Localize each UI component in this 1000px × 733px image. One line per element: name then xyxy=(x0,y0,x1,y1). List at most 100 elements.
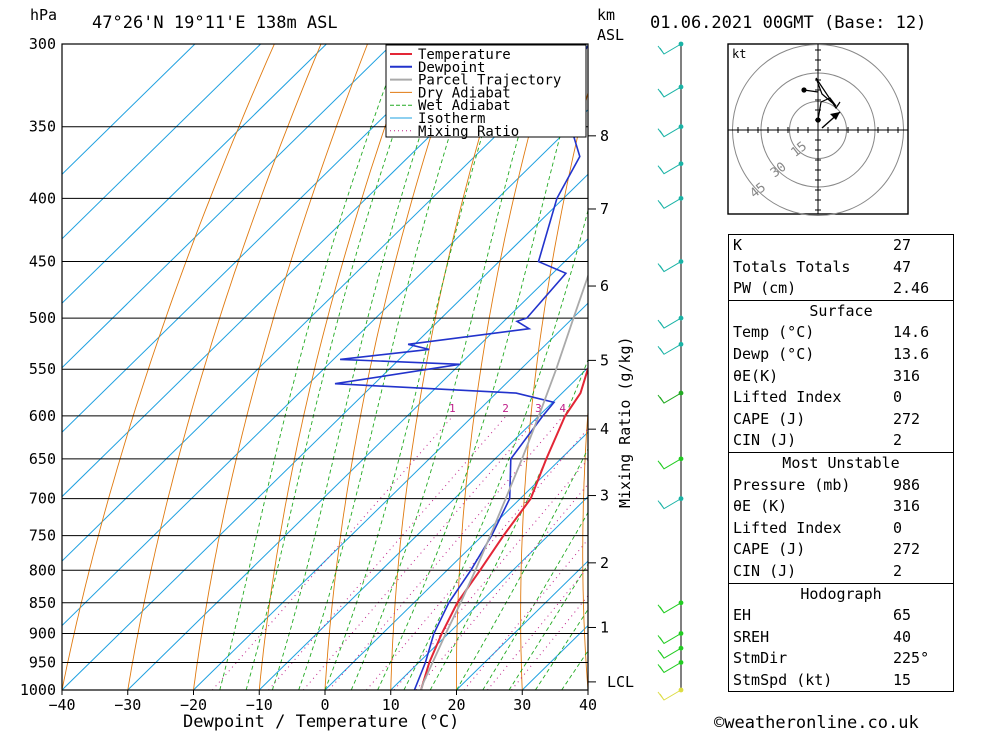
stat-label: Pressure (mb) xyxy=(733,475,851,494)
wet-adiabat-line xyxy=(535,608,588,690)
wind-barb xyxy=(657,126,682,138)
wet-adiabat-line xyxy=(482,511,588,690)
wind-barb xyxy=(657,458,682,470)
stat-value: 272 xyxy=(893,540,921,559)
isotherm-line xyxy=(62,44,525,498)
stat-label: Lifted Index xyxy=(733,388,842,407)
wind-barb xyxy=(657,392,682,404)
dry-adiabat-line xyxy=(62,44,275,690)
stat-value: 986 xyxy=(893,475,921,494)
copyright[interactable]: ©weatheronline.co.uk xyxy=(714,713,919,733)
stat-label: θE (K) xyxy=(733,497,788,516)
chart-title-time: 01.06.2021 00GMT (Base: 12) xyxy=(650,13,926,33)
mixing-ratio-lines: 1 2 3 4 6 8 10 16 20 25 xyxy=(212,402,722,690)
legend-entry: Temperature xyxy=(418,47,511,63)
temp-tick-label: −20 xyxy=(180,696,207,714)
pressure-tick-label: 300 xyxy=(29,35,56,53)
pressure-tick-label: 550 xyxy=(29,360,56,378)
pressure-tick-label: 950 xyxy=(29,653,56,671)
legend-entry: Dry Adiabat xyxy=(418,85,511,101)
stat-label: PW (cm) xyxy=(733,279,797,298)
mixing-ratio-label: 20 xyxy=(709,402,722,415)
stat-row: Totals Totals 47 xyxy=(729,257,953,279)
mixing-ratio-label: 3 xyxy=(535,402,542,415)
mixing-ratio-label: 6 xyxy=(595,402,602,415)
most-unstable-title: Most Unstable xyxy=(782,453,900,472)
wind-barb xyxy=(657,633,682,645)
stat-label: Totals Totals xyxy=(733,257,851,276)
stat-row: SREH 40 xyxy=(729,627,953,649)
stat-row: CAPE (J) 272 xyxy=(729,539,953,561)
wind-dot xyxy=(678,631,684,636)
stat-label: CIN (J) xyxy=(733,431,797,450)
stats-panel: K 27 Totals Totals 47 PW (cm) 2.46 Surface Te… xyxy=(728,234,954,693)
temp-tick-label: 0 xyxy=(320,696,329,714)
temp-tick-label: 20 xyxy=(447,696,465,714)
wind-barb xyxy=(657,317,682,329)
legend-entry: Isotherm xyxy=(418,111,485,127)
wind-barb xyxy=(657,43,682,55)
stat-row: EH 65 xyxy=(729,605,953,627)
stat-value: 2.46 xyxy=(893,279,930,298)
surface-title: Surface xyxy=(809,301,873,320)
asl-label: ASL xyxy=(597,26,624,44)
km-tick-label: 3 xyxy=(600,487,609,505)
series-parcel-trajectory xyxy=(420,273,588,690)
stat-label: StmSpd (kt) xyxy=(733,670,833,689)
mixing-ratio-line xyxy=(303,415,540,690)
wind-barb xyxy=(657,602,682,614)
dry-adiabat-line xyxy=(582,406,588,690)
km-tick-label: 7 xyxy=(600,200,609,218)
stat-value: 15 xyxy=(893,670,912,689)
pressure-tick-label: 450 xyxy=(29,253,56,271)
hodograph-trace xyxy=(815,77,841,121)
km-tick-label: 8 xyxy=(600,127,609,145)
stat-value: 65 xyxy=(893,606,912,625)
km-label: km xyxy=(597,6,615,24)
stat-row: CIN (J) 2 xyxy=(729,430,953,452)
legend-box xyxy=(385,44,587,138)
wind-barb xyxy=(657,86,682,98)
dry-adiabat-line xyxy=(643,44,694,690)
mixing-ratio-label: 4 xyxy=(559,402,566,415)
km-tick-label: 5 xyxy=(600,351,609,369)
series-dewpoint xyxy=(334,44,588,690)
stat-row: CIN (J) 2 xyxy=(729,561,953,583)
most-unstable-box: Most Unstable Pressure (mb) 986 θE (K) 316 L… xyxy=(728,452,954,584)
mixing-ratio-line xyxy=(268,415,507,690)
stat-value: 316 xyxy=(893,366,921,385)
stat-label: Temp (°C) xyxy=(733,323,815,342)
lcl-label: LCL xyxy=(607,673,634,691)
hodograph-unit: kt xyxy=(732,47,746,61)
mixing-ratio-axis-title: Mixing Ratio (g/kg) xyxy=(616,336,634,508)
wind-barb xyxy=(657,689,682,701)
stat-row: Lifted Index 0 xyxy=(729,518,953,540)
storm-motion-arrowhead xyxy=(830,112,840,120)
wind-barb xyxy=(657,498,682,510)
stat-row: Temp (°C) 14.6 xyxy=(729,322,953,344)
isotherm-line xyxy=(390,495,588,690)
stat-label: EH xyxy=(733,606,752,625)
km-tick-label: 6 xyxy=(600,277,609,295)
pressure-tick-label: 700 xyxy=(29,490,56,508)
stat-row: θE (K) 316 xyxy=(729,496,953,518)
stat-value: 2 xyxy=(893,561,903,580)
stat-value: 27 xyxy=(893,236,912,254)
mixing-ratio-label: 16 xyxy=(687,402,700,415)
chart-title-location: 47°26'N 19°11'E 138m ASL xyxy=(92,13,338,33)
isotherm-line xyxy=(324,431,588,690)
wet-adiabat-line xyxy=(245,44,426,690)
stat-label: SREH xyxy=(733,627,770,646)
wind-barb xyxy=(657,662,682,674)
wet-adiabat-line xyxy=(219,44,402,690)
wind-barb xyxy=(657,343,682,355)
stat-label: Dewp (°C) xyxy=(733,344,815,363)
hodograph-surface-dot xyxy=(815,117,821,123)
stat-label: CAPE (J) xyxy=(733,409,806,428)
mixing-ratio-line xyxy=(328,415,564,690)
wind-profile xyxy=(657,41,684,701)
isotherm-line xyxy=(62,44,262,240)
stat-row: CAPE (J) 272 xyxy=(729,409,953,431)
